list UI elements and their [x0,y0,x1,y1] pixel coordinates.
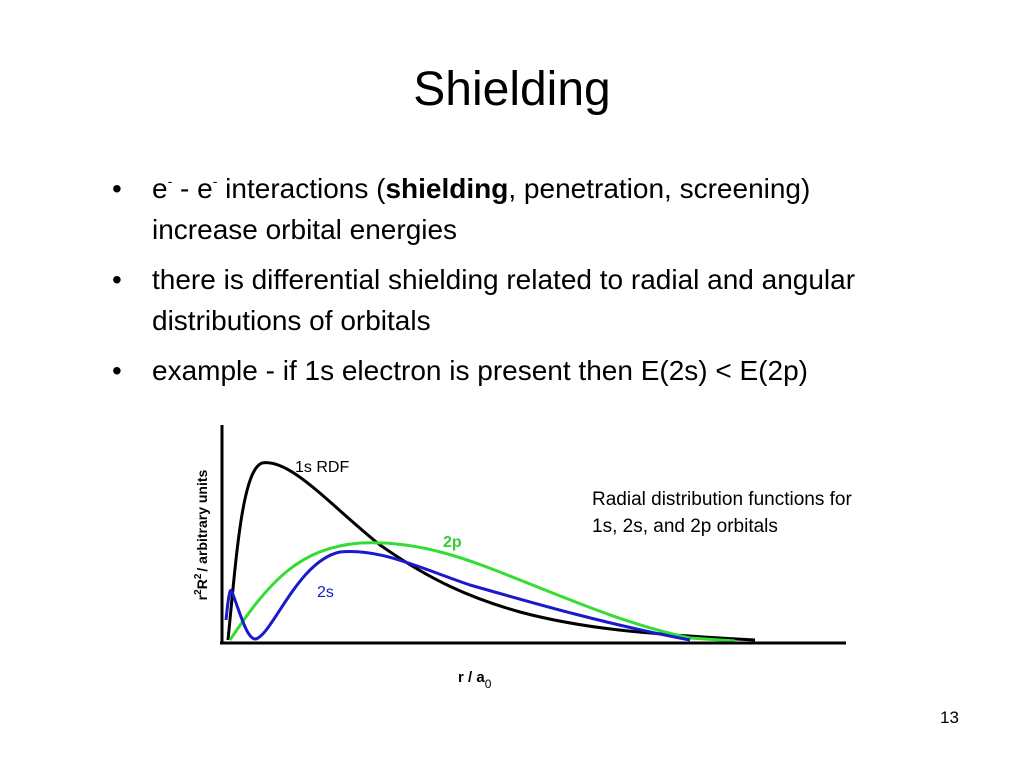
caption: 1s, 2s, and 2p orbitals [592,516,778,537]
text: e [152,173,168,204]
subscript: 0 [485,677,492,691]
curve-2p [228,541,736,643]
text: r [194,594,210,600]
text: interactions ( [217,173,386,204]
x-axis-label: r / a0 [458,669,492,691]
superscript: - [167,173,173,189]
text: - e [172,173,213,204]
text: R [194,579,210,589]
bullet: e- - e- interactions (shielding, penetra… [112,168,912,250]
text: / arbitrary units [194,469,210,571]
caption: Radial distribution functions for [592,489,852,510]
page-number: 13 [940,708,959,727]
text: r / a [458,669,485,686]
text: , penetration, screening) increase orbit… [152,173,811,245]
curve-1s [226,461,756,642]
slide-title: Shielding [413,63,611,116]
text: example - if 1s electron is present then… [152,355,808,386]
curve-label: 2p [443,534,462,551]
curve-2s [224,549,691,642]
text: there is differential shielding related … [152,264,856,336]
y-axis-label: r2R2/ arbitrary units [193,469,210,600]
bullet-list: e- - e- interactions (shielding, penetra… [112,168,912,400]
bullet: there is differential shielding related … [112,259,912,341]
bold-text: shielding [385,173,509,204]
curve-label: 2s [317,584,334,601]
curve-label: 1s RDF [295,459,349,476]
bullet: example - if 1s electron is present then… [112,350,912,391]
superscript: - [212,173,218,189]
superscript: 2 [193,589,204,595]
superscript: 2 [193,573,204,579]
